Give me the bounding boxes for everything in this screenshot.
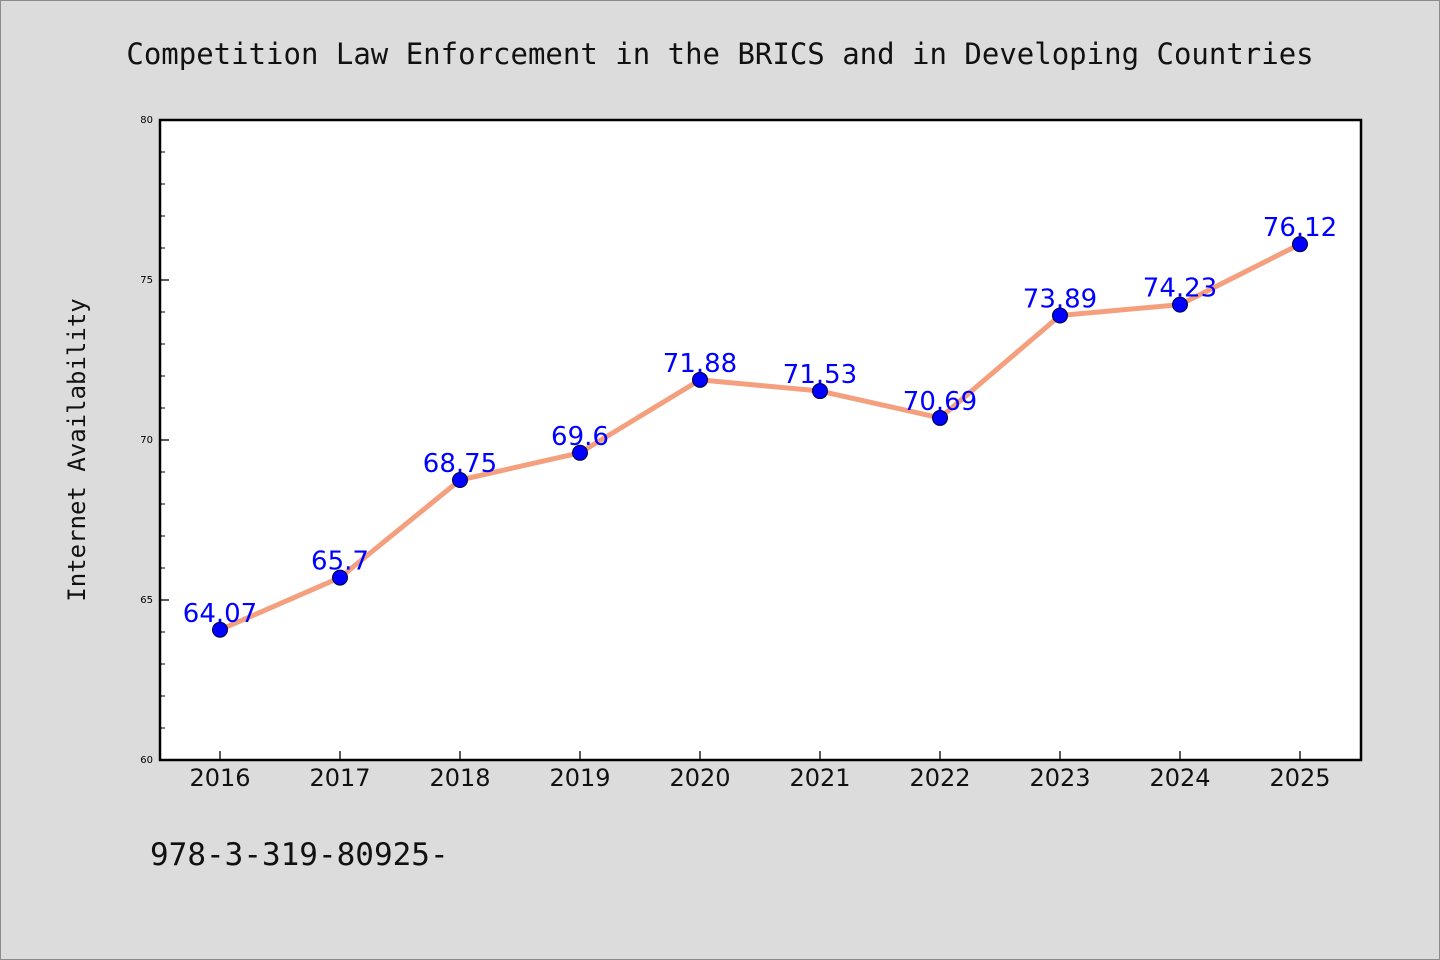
series-line (217, 241, 1303, 633)
data-point (1052, 307, 1068, 324)
x-tick-label: 2025 (1269, 764, 1330, 792)
y-tick-label: 75 (140, 275, 153, 286)
y-axis: 60 65 70 75 80 (140, 115, 169, 766)
data-label: 68.75 (423, 449, 497, 479)
data-label: 73.89 (1023, 285, 1097, 315)
y-axis-label: Internet Availability (63, 298, 91, 601)
data-label: 71.88 (663, 349, 737, 379)
data-point (212, 621, 228, 638)
y-tick-label: 70 (140, 435, 153, 446)
y-tick-label: 65 (140, 595, 153, 606)
chart-title: Competition Law Enforcement in the BRICS… (126, 37, 1313, 71)
data-point (1172, 296, 1188, 313)
footer-text: 978-3-319-80925- (150, 837, 449, 873)
data-point (812, 383, 828, 400)
data-point (572, 444, 588, 461)
x-tick-label: 2017 (309, 764, 370, 792)
data-label: 74.23 (1143, 274, 1217, 304)
data-label: 70.69 (903, 387, 977, 417)
y-tick-label: 60 (140, 755, 153, 766)
y-tick-label: 80 (140, 115, 153, 126)
data-label: 69.6 (551, 422, 609, 452)
data-point (932, 409, 948, 426)
x-tick-label: 2022 (909, 764, 970, 792)
plot-area (158, 118, 1363, 762)
series-group: 64.07 65.7 68.75 69.6 71.88 71.53 70.69 73.89 74… (183, 213, 1337, 638)
data-label: 64.07 (183, 599, 257, 629)
data-point (332, 569, 348, 586)
data-point (1292, 236, 1308, 253)
x-tick-label: 2018 (429, 764, 490, 792)
x-tick-label: 2023 (1029, 764, 1090, 792)
x-tick-label: 2020 (669, 764, 730, 792)
data-label: 65.7 (311, 547, 369, 577)
data-label: 71.53 (783, 360, 857, 390)
data-point (452, 472, 468, 488)
x-axis: 2016 2017 2018 2019 2020 2021 2022 2023 2024 2025 (189, 751, 1331, 792)
x-tick-label: 2019 (549, 764, 610, 792)
x-tick-label: 2024 (1149, 764, 1210, 792)
x-tick-label: 2016 (189, 764, 250, 792)
data-point (692, 371, 708, 388)
data-label: 76.12 (1263, 213, 1337, 243)
x-tick-label: 2021 (789, 764, 850, 792)
